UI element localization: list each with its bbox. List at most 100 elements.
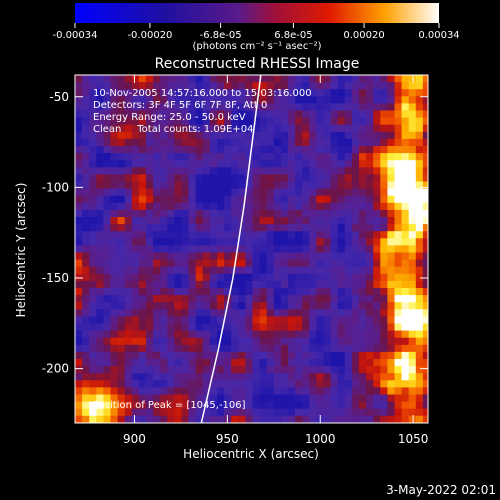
heatmap-cell	[153, 323, 161, 331]
heatmap-cell	[280, 75, 289, 83]
heatmap-cell	[316, 245, 324, 253]
heatmap-cell	[373, 89, 381, 97]
heatmap-cell	[387, 373, 395, 381]
heatmap-cell	[75, 380, 83, 388]
heatmap-cell	[351, 160, 360, 168]
heatmap-cell	[131, 323, 140, 331]
heatmap-cell	[394, 408, 402, 417]
heatmap-cell	[82, 323, 90, 331]
heatmap-cell	[351, 323, 360, 331]
heatmap-cell	[153, 146, 161, 154]
heatmap-cell	[273, 181, 282, 189]
heatmap-cell	[273, 366, 282, 374]
heatmap-cell	[330, 238, 339, 246]
heatmap-cell	[209, 380, 218, 388]
heatmap-cell	[124, 316, 133, 324]
heatmap-cell	[302, 231, 310, 239]
heatmap-cell	[344, 245, 353, 253]
heatmap-cell	[373, 167, 381, 175]
heatmap-cell	[351, 252, 360, 260]
annotation-detectors: Detectors: 3F 4F 5F 6F 7F 8F, Att 0	[93, 100, 267, 111]
heatmap-cell	[344, 288, 353, 296]
heatmap-cell	[89, 401, 97, 410]
heatmap-cell	[415, 401, 424, 410]
heatmap-cell	[153, 75, 161, 83]
heatmap-cell	[96, 174, 104, 182]
heatmap-cell	[138, 359, 147, 367]
heatmap-cell	[245, 238, 253, 246]
heatmap-cell	[252, 337, 260, 346]
heatmap-cell	[217, 195, 225, 204]
heatmap-cell	[96, 330, 104, 339]
heatmap-cell	[181, 82, 189, 90]
heatmap-cell	[259, 330, 268, 339]
heatmap-cell	[188, 252, 197, 260]
heatmap-cell	[238, 110, 246, 118]
heatmap-cell	[231, 280, 239, 289]
heatmap-cell	[323, 252, 331, 260]
heatmap-cell	[259, 323, 268, 331]
heatmap-cell	[408, 195, 417, 204]
heatmap-cell	[288, 266, 296, 275]
heatmap-cell	[231, 103, 239, 111]
heatmap-cell	[408, 110, 417, 118]
heatmap-cell	[75, 408, 83, 417]
heatmap-cell	[323, 103, 331, 111]
heatmap-cell	[344, 280, 353, 289]
heatmap-cell	[75, 124, 83, 133]
heatmap-cell	[224, 330, 232, 339]
heatmap-cell	[188, 351, 197, 360]
heatmap-cell	[408, 188, 417, 197]
heatmap-cell	[181, 103, 189, 111]
heatmap-cell	[89, 280, 97, 289]
heatmap-cell	[366, 351, 374, 360]
heatmap-cell	[330, 188, 339, 197]
heatmap-cell	[337, 117, 346, 126]
heatmap-cell	[209, 351, 218, 360]
heatmap-cell	[89, 146, 97, 154]
heatmap-cell	[96, 351, 104, 360]
heatmap-cell	[302, 138, 310, 147]
heatmap-cell	[337, 131, 346, 140]
heatmap-cell	[288, 224, 296, 232]
heatmap-cell	[316, 288, 324, 296]
heatmap-cell	[238, 96, 246, 104]
heatmap-cell	[238, 288, 246, 296]
heatmap-cell	[202, 217, 211, 225]
heatmap-cell	[380, 153, 388, 161]
heatmap-cell	[138, 174, 147, 182]
heatmap-cell	[181, 202, 189, 211]
heatmap-cell	[387, 280, 395, 289]
heatmap-cell	[217, 153, 225, 161]
heatmap-cell	[337, 188, 346, 197]
heatmap-cell	[366, 323, 374, 331]
heatmap-cell	[245, 316, 253, 324]
heatmap-cell	[252, 394, 260, 402]
heatmap-cell	[82, 422, 90, 423]
heatmap-cell	[75, 330, 83, 339]
heatmap-cell	[302, 344, 310, 353]
heatmap-cell	[273, 259, 282, 268]
heatmap-cell	[337, 266, 346, 275]
heatmap-cell	[401, 174, 410, 182]
heatmap-cell	[238, 380, 246, 388]
heatmap-cell	[422, 302, 428, 310]
heatmap-cell	[224, 415, 232, 423]
heatmap-cell	[224, 387, 232, 395]
heatmap-cell	[138, 238, 147, 246]
heatmap-cell	[209, 231, 218, 239]
heatmap-cell	[131, 131, 140, 140]
heatmap-cell	[245, 266, 253, 275]
heatmap-cell	[351, 131, 360, 140]
heatmap-cell	[160, 295, 168, 303]
heatmap-cell	[202, 238, 211, 246]
heatmap-cell	[89, 330, 97, 339]
heatmap-cell	[195, 380, 204, 388]
heatmap-cell	[273, 217, 282, 225]
heatmap-cell	[131, 302, 140, 310]
heatmap-cell	[415, 302, 424, 310]
heatmap-cell	[387, 202, 395, 211]
heatmap-cell	[252, 146, 260, 154]
heatmap-cell	[131, 259, 140, 268]
heatmap-cell	[422, 359, 428, 367]
